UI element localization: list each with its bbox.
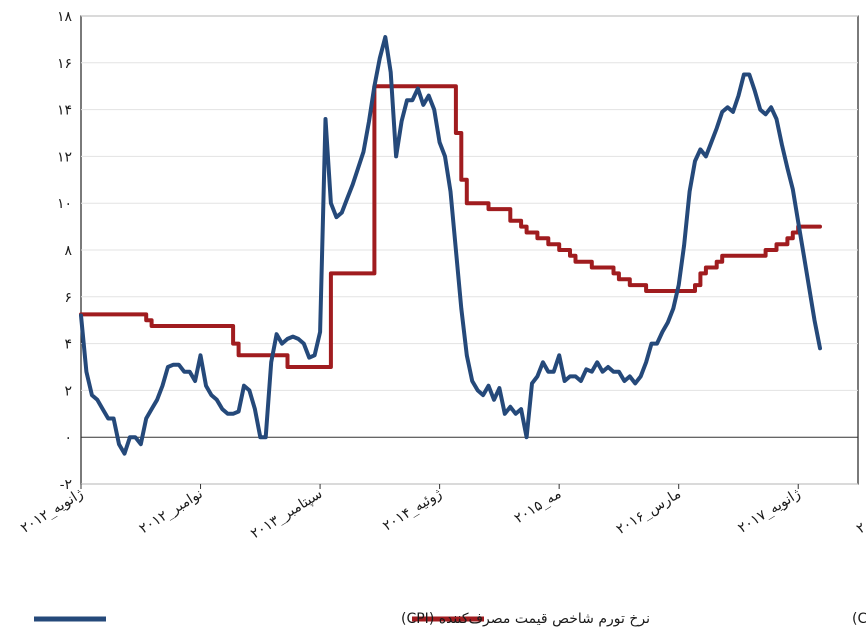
x-tick-label: ژانویه_۲۰۱۷ bbox=[735, 486, 803, 537]
y-tick-label: ۱۶ bbox=[57, 56, 72, 72]
series-line-cba-rate bbox=[79, 84, 822, 369]
legend-item-cpi: نرخ تورم شاخص قیمت مصرف‌کننده (CPI) bbox=[34, 611, 650, 627]
x-tick-label: مارس_۲۰۱۶ bbox=[614, 486, 684, 538]
y-tick-label: ۰ bbox=[64, 430, 72, 446]
y-tick-label: ۱۴ bbox=[57, 103, 72, 119]
x-tick-label: سپتامبر_۲۰۱۳ bbox=[248, 486, 325, 542]
y-tick-label: ۱۲ bbox=[57, 149, 72, 165]
x-axis: ژانویه_۲۰۱۲ نوامبر_۲۰۱۲ سپتامبر_۲۰۱۳ ژوئیه_… bbox=[18, 484, 866, 542]
legend-label-cba: نرخ بهرهٔ سیاستی بانک مرکزی آذربایجان (C… bbox=[852, 610, 866, 627]
x-tick-label: نوامبر_۲۰۱۷ bbox=[854, 486, 866, 537]
x-tick-label: ژانویه_۲۰۱۲ bbox=[18, 486, 86, 537]
series-layer bbox=[79, 35, 822, 456]
legend: نرخ بهرهٔ سیاستی بانک مرکزی آذربایجان (C… bbox=[34, 610, 866, 627]
y-tick-label: ۱۰ bbox=[57, 196, 72, 212]
y-tick-label: ۱۸ bbox=[57, 9, 73, 25]
y-tick-label: -۲ bbox=[60, 477, 72, 493]
y-tick-label: ۶ bbox=[64, 290, 72, 306]
grid bbox=[81, 15, 858, 485]
x-tick-label: مه_۲۰۱۵ bbox=[512, 486, 565, 527]
x-tick-label: نوامبر_۲۰۱۲ bbox=[137, 486, 206, 537]
y-tick-label: ۸ bbox=[64, 243, 72, 259]
x-tick-label: ژوئیه_۲۰۱۴ bbox=[380, 486, 445, 535]
series-line-cpi bbox=[79, 35, 822, 456]
legend-label-cpi: نرخ تورم شاخص قیمت مصرف‌کننده (CPI) bbox=[401, 611, 650, 627]
legend-item-cba: نرخ بهرهٔ سیاستی بانک مرکزی آذربایجان (C… bbox=[412, 610, 866, 627]
y-axis: -۲ ۰ ۲ ۴ ۶ ۸ ۱۰ ۱۲ ۱۴ ۱۶ ۱۸ bbox=[57, 9, 73, 493]
y-tick-label: ۴ bbox=[64, 337, 72, 353]
y-tick-label: ۲ bbox=[64, 383, 72, 399]
